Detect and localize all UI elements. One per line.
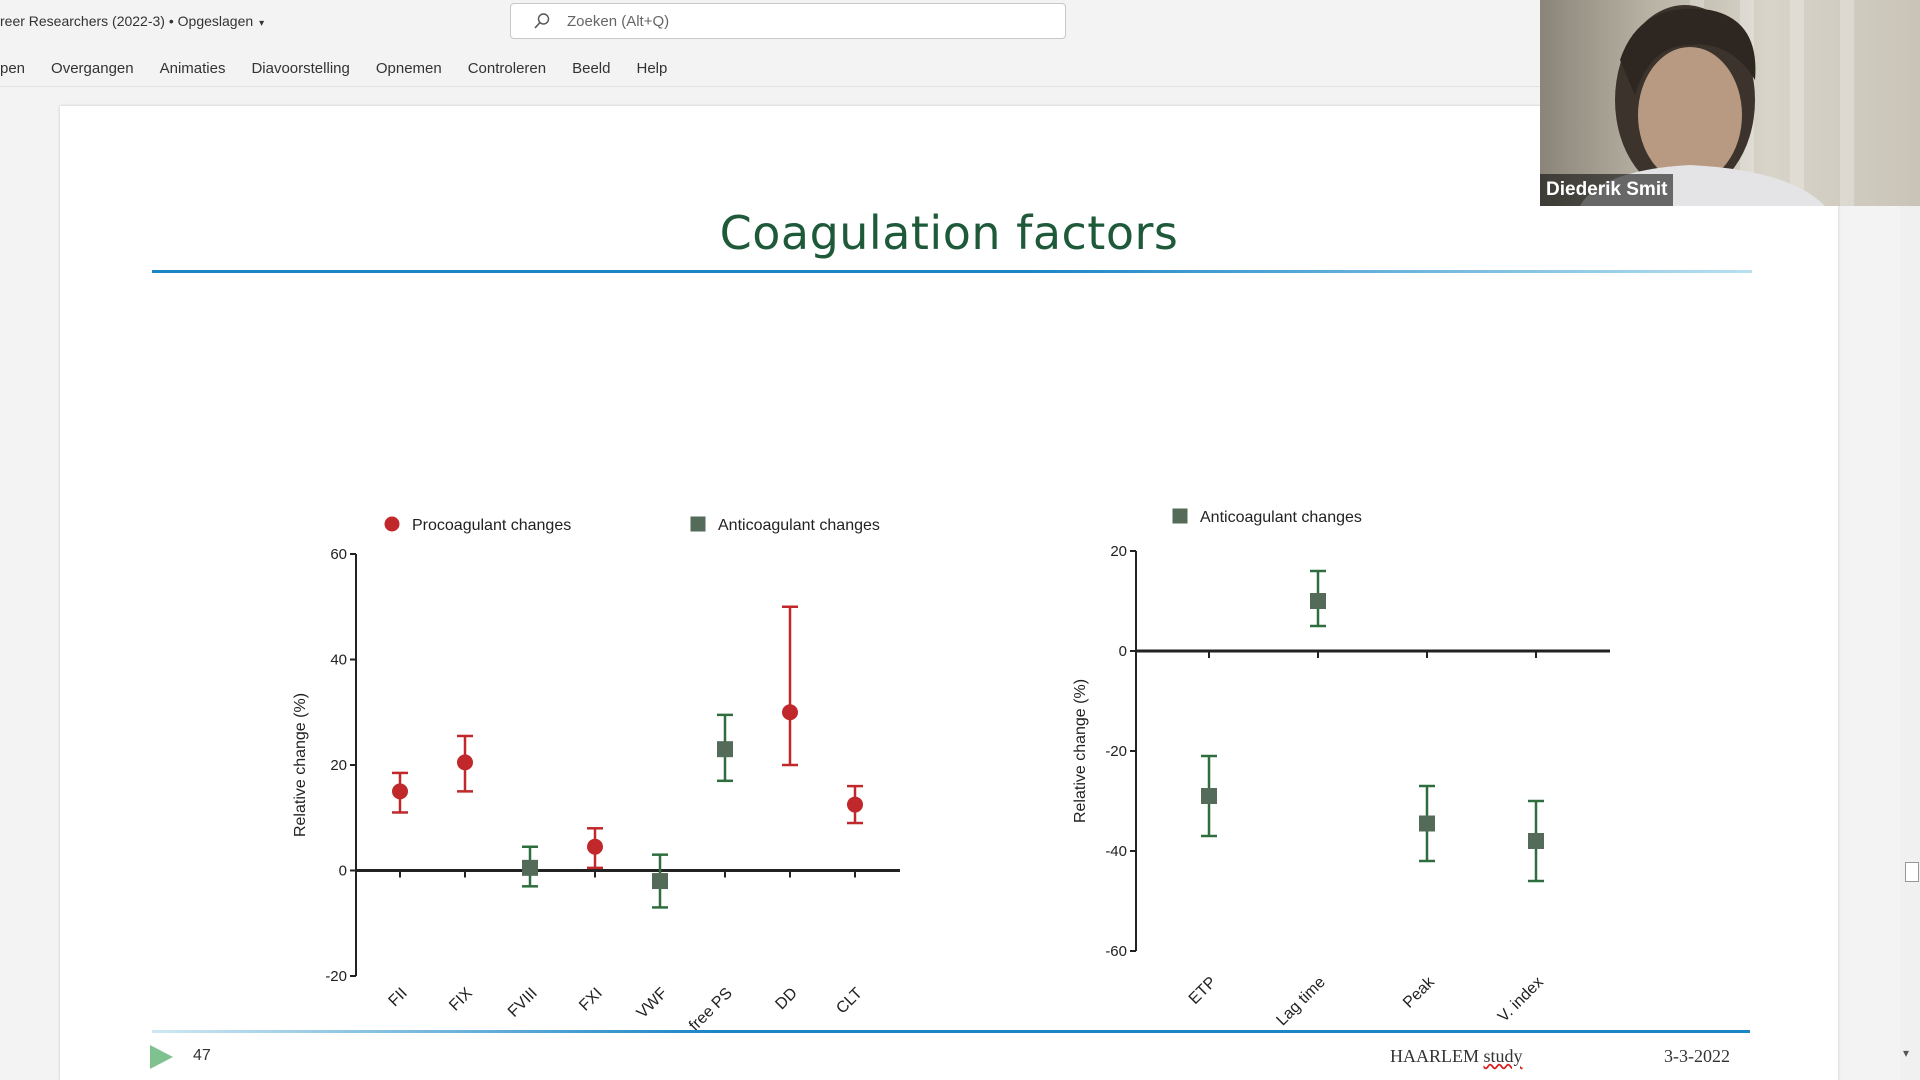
legend-label: Procoagulant changes — [412, 517, 571, 534]
play-icon[interactable] — [148, 1044, 174, 1070]
slide-title[interactable]: Coagulation factors — [719, 206, 1179, 260]
x-tick-label: FVIII — [505, 985, 541, 1021]
title-divider — [152, 270, 1752, 273]
data-point — [587, 838, 603, 855]
data-point — [522, 859, 538, 876]
x-tick-label: Peak — [1400, 973, 1439, 1012]
ribbon-tabs: pen Overgangen Animaties Diavoorstelling… — [0, 52, 693, 84]
participant-video[interactable]: Diederik Smit — [1540, 0, 1920, 206]
x-tick-label: FXI — [576, 985, 606, 1015]
participant-name: Diederik Smit — [1540, 174, 1674, 206]
tab-diavoorstelling[interactable]: Diavoorstelling — [251, 59, 350, 77]
footer-study-word1: HAARLEM — [1390, 1046, 1479, 1066]
y-tick-label: 40 — [330, 652, 347, 669]
y-tick-label: 60 — [330, 546, 347, 563]
window-blind — [1790, 0, 1804, 206]
coagulation-factors-chart[interactable]: -20 0 20 40 60 Relative change (%) FII FIX FVIII… — [230, 396, 930, 1056]
data-point — [1310, 593, 1326, 609]
x-tick-label: DD — [772, 985, 800, 1013]
y-tick-label: 20 — [1110, 543, 1127, 560]
y-axis-label: Relative change (%) — [1072, 679, 1089, 823]
search-box[interactable] — [510, 3, 1066, 39]
footer-divider — [152, 1030, 1750, 1033]
data-point — [457, 754, 473, 771]
tab-controleren[interactable]: Controleren — [467, 59, 547, 77]
tab-overgangen[interactable]: Overgangen — [51, 59, 134, 77]
legend-marker — [384, 516, 400, 532]
y-tick-label: -20 — [325, 968, 347, 985]
data-point — [652, 873, 668, 890]
chart-svg: -60 -40 -20 0 20 Relative change (%) ETP Lag ti… — [1072, 508, 1610, 1029]
data-point — [392, 783, 408, 800]
chevron-down-icon[interactable]: ▾ — [259, 18, 265, 29]
footer-date: 3-3-2022 — [1664, 1046, 1730, 1066]
window-blind — [1840, 0, 1854, 206]
document-title[interactable]: reer Researchers (2022-3) • Opgeslagen ▾ — [0, 13, 264, 29]
footer-study-name: HAARLEM study — [1390, 1046, 1523, 1067]
document-title-text: reer Researchers (2022-3) • Opgeslagen — [0, 13, 254, 29]
chart-svg: -20 0 20 40 60 Relative change (%) FII FIX FVIII… — [292, 516, 900, 1035]
legend-label: Anticoagulant changes — [1200, 509, 1362, 526]
y-tick-label: 20 — [330, 757, 347, 774]
search-input[interactable] — [567, 4, 1047, 38]
y-axis-label: Relative change (%) — [292, 693, 309, 837]
data-point — [1419, 815, 1435, 832]
x-tick-label: VWF — [634, 985, 671, 1022]
tab-help[interactable]: Help — [636, 59, 668, 77]
x-tick-label: Lag time — [1273, 974, 1328, 1029]
y-tick-label: -40 — [1105, 843, 1127, 860]
legend-marker — [690, 516, 706, 532]
data-point — [717, 741, 733, 758]
slide-number: 47 — [193, 1047, 211, 1064]
legend-marker — [1172, 508, 1188, 524]
data-point — [782, 704, 798, 721]
y-tick-label: 0 — [339, 863, 347, 880]
data-point — [1528, 833, 1544, 849]
tab-animaties[interactable]: Animaties — [159, 59, 226, 77]
y-tick-label: -60 — [1105, 943, 1127, 960]
x-tick-label: FIX — [446, 985, 476, 1015]
legend-label: Anticoagulant changes — [718, 517, 880, 534]
y-tick-label: 0 — [1119, 643, 1127, 660]
slide-canvas[interactable]: Coagulation factors -20 0 20 40 60 Relative c… — [60, 106, 1838, 1080]
ribbon-divider — [0, 86, 1920, 87]
footer-study-word2: study — [1483, 1046, 1523, 1066]
data-point — [847, 796, 863, 813]
scrollbar-thumb[interactable] — [1905, 862, 1919, 882]
tab-opnemen[interactable]: Opnemen — [375, 59, 442, 77]
x-tick-label: V. index — [1495, 974, 1547, 1026]
x-tick-label: free PS — [686, 985, 736, 1035]
thrombin-generation-chart[interactable]: -60 -40 -20 0 20 Relative change (%) ETP Lag ti… — [1000, 396, 1680, 1056]
tab-start[interactable]: pen — [0, 59, 26, 77]
data-point — [1201, 788, 1217, 804]
search-icon — [534, 13, 550, 29]
x-tick-label: FII — [386, 985, 411, 1010]
vertical-scrollbar[interactable] — [1900, 206, 1920, 1080]
x-tick-label: CLT — [833, 985, 866, 1018]
y-tick-label: -20 — [1105, 743, 1127, 760]
scroll-down-icon[interactable]: ▾ — [1903, 1046, 1910, 1060]
x-tick-label: ETP — [1186, 974, 1220, 1008]
tab-beeld[interactable]: Beeld — [572, 59, 611, 77]
